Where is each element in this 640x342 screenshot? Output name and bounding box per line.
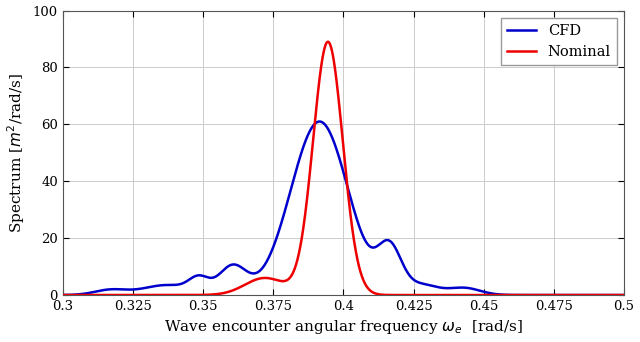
Line: Nominal: Nominal xyxy=(63,42,624,295)
Nominal xyxy=(609,293,617,297)
Nominal xyxy=(549,293,557,297)
Nominal xyxy=(156,293,164,297)
CFD xyxy=(156,283,164,287)
CFD xyxy=(123,288,131,292)
Nominal xyxy=(324,40,332,44)
CFD xyxy=(609,293,617,297)
CFD xyxy=(549,293,557,297)
Nominal xyxy=(59,293,67,297)
CFD xyxy=(274,232,282,236)
CFD xyxy=(620,293,628,297)
X-axis label: Wave encounter angular frequency $\omega_e$  [rad/s]: Wave encounter angular frequency $\omega… xyxy=(164,318,523,337)
CFD xyxy=(59,293,67,297)
Nominal xyxy=(123,293,131,297)
Line: CFD: CFD xyxy=(63,121,624,295)
Nominal xyxy=(298,233,306,237)
CFD xyxy=(298,148,306,152)
CFD xyxy=(316,119,323,123)
Legend: CFD, Nominal: CFD, Nominal xyxy=(501,18,617,65)
Nominal xyxy=(274,278,282,282)
Nominal xyxy=(620,293,628,297)
Y-axis label: Spectrum [$m^2$/rad/s]: Spectrum [$m^2$/rad/s] xyxy=(6,73,28,233)
